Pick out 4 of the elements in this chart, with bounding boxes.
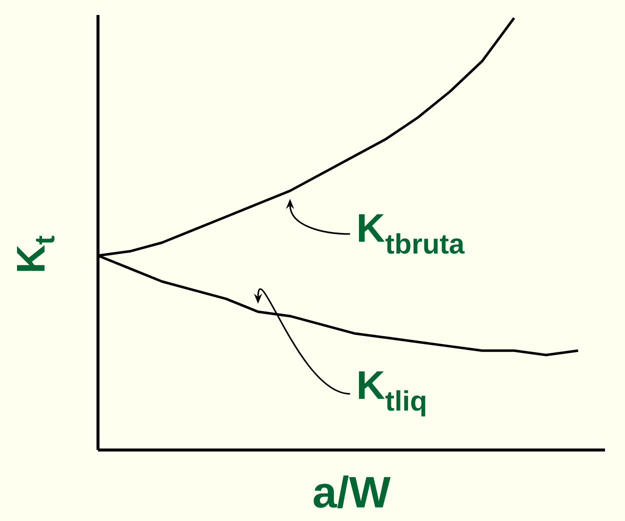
series-label: K$_{tliq}$ [358,371,426,416]
x-axis-title: a/W [314,476,391,508]
y-axis-title: K$_{t}$ [17,236,54,271]
legend-label: K$_{tbruta}$ [358,214,465,254]
